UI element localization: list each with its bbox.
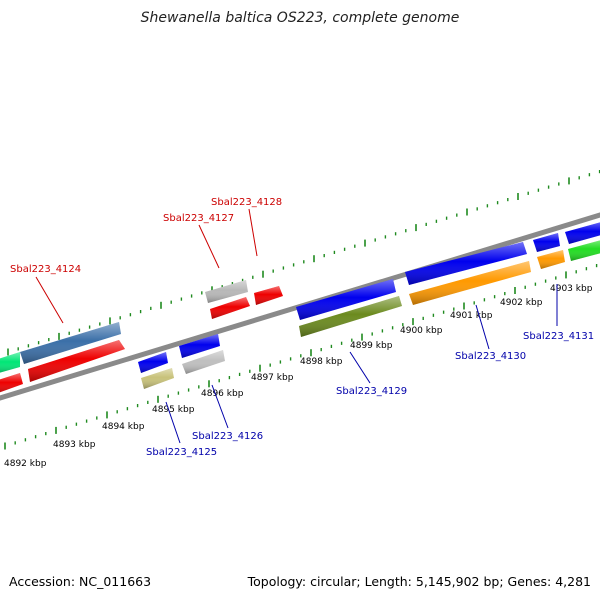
scale-tick-label: 4898 kbp [300,357,343,367]
scale-tick-label: 4903 kbp [550,284,593,294]
forward-genes [0,280,283,393]
accession-text: Accession: NC_011663 [9,574,151,589]
gene-label-sbal223-4125[interactable]: Sbal223_4125 [146,447,217,458]
gene-label-sbal223-4127[interactable]: Sbal223_4127 [163,213,234,224]
scale-tick-label: 4900 kbp [400,326,443,336]
reverse-genes [138,222,600,389]
scale-tick-label: 4899 kbp [350,341,393,351]
scale-tick-label: 4894 kbp [102,422,145,432]
scale-tick-label: 4902 kbp [500,298,543,308]
genome-summary-text: Topology: circular; Length: 5,145,902 bp… [247,574,591,589]
scale-labels: 4892 kbp 4893 kbp 4894 kbp 4895 kbp 4896 kbp… [4,284,593,469]
scale-tick-label: 4897 kbp [251,373,294,383]
gene-label-sbal223-4131[interactable]: Sbal223_4131 [523,331,594,342]
scale-tick-label: 4895 kbp [152,405,195,415]
scale-tick-label: 4896 kbp [201,389,244,399]
lower-tick-track [4,264,598,450]
reverse-leader-lines [165,284,558,444]
gene-label-sbal223-4130[interactable]: Sbal223_4130 [455,351,526,362]
scale-tick-label: 4892 kbp [4,459,47,469]
scale-tick-label: 4893 kbp [53,440,96,450]
gene-label-sbal223-4129[interactable]: Sbal223_4129 [336,386,407,397]
gene-label-sbal223-4124[interactable]: Sbal223_4124 [10,264,81,275]
forward-leader-lines [35,208,258,324]
gene-label-sbal223-4126[interactable]: Sbal223_4126 [192,431,263,442]
scale-tick-label: 4901 kbp [450,311,493,321]
map-title: Shewanella baltica OS223, complete genom… [141,10,460,26]
gene-label-sbal223-4128[interactable]: Sbal223_4128 [211,197,282,208]
